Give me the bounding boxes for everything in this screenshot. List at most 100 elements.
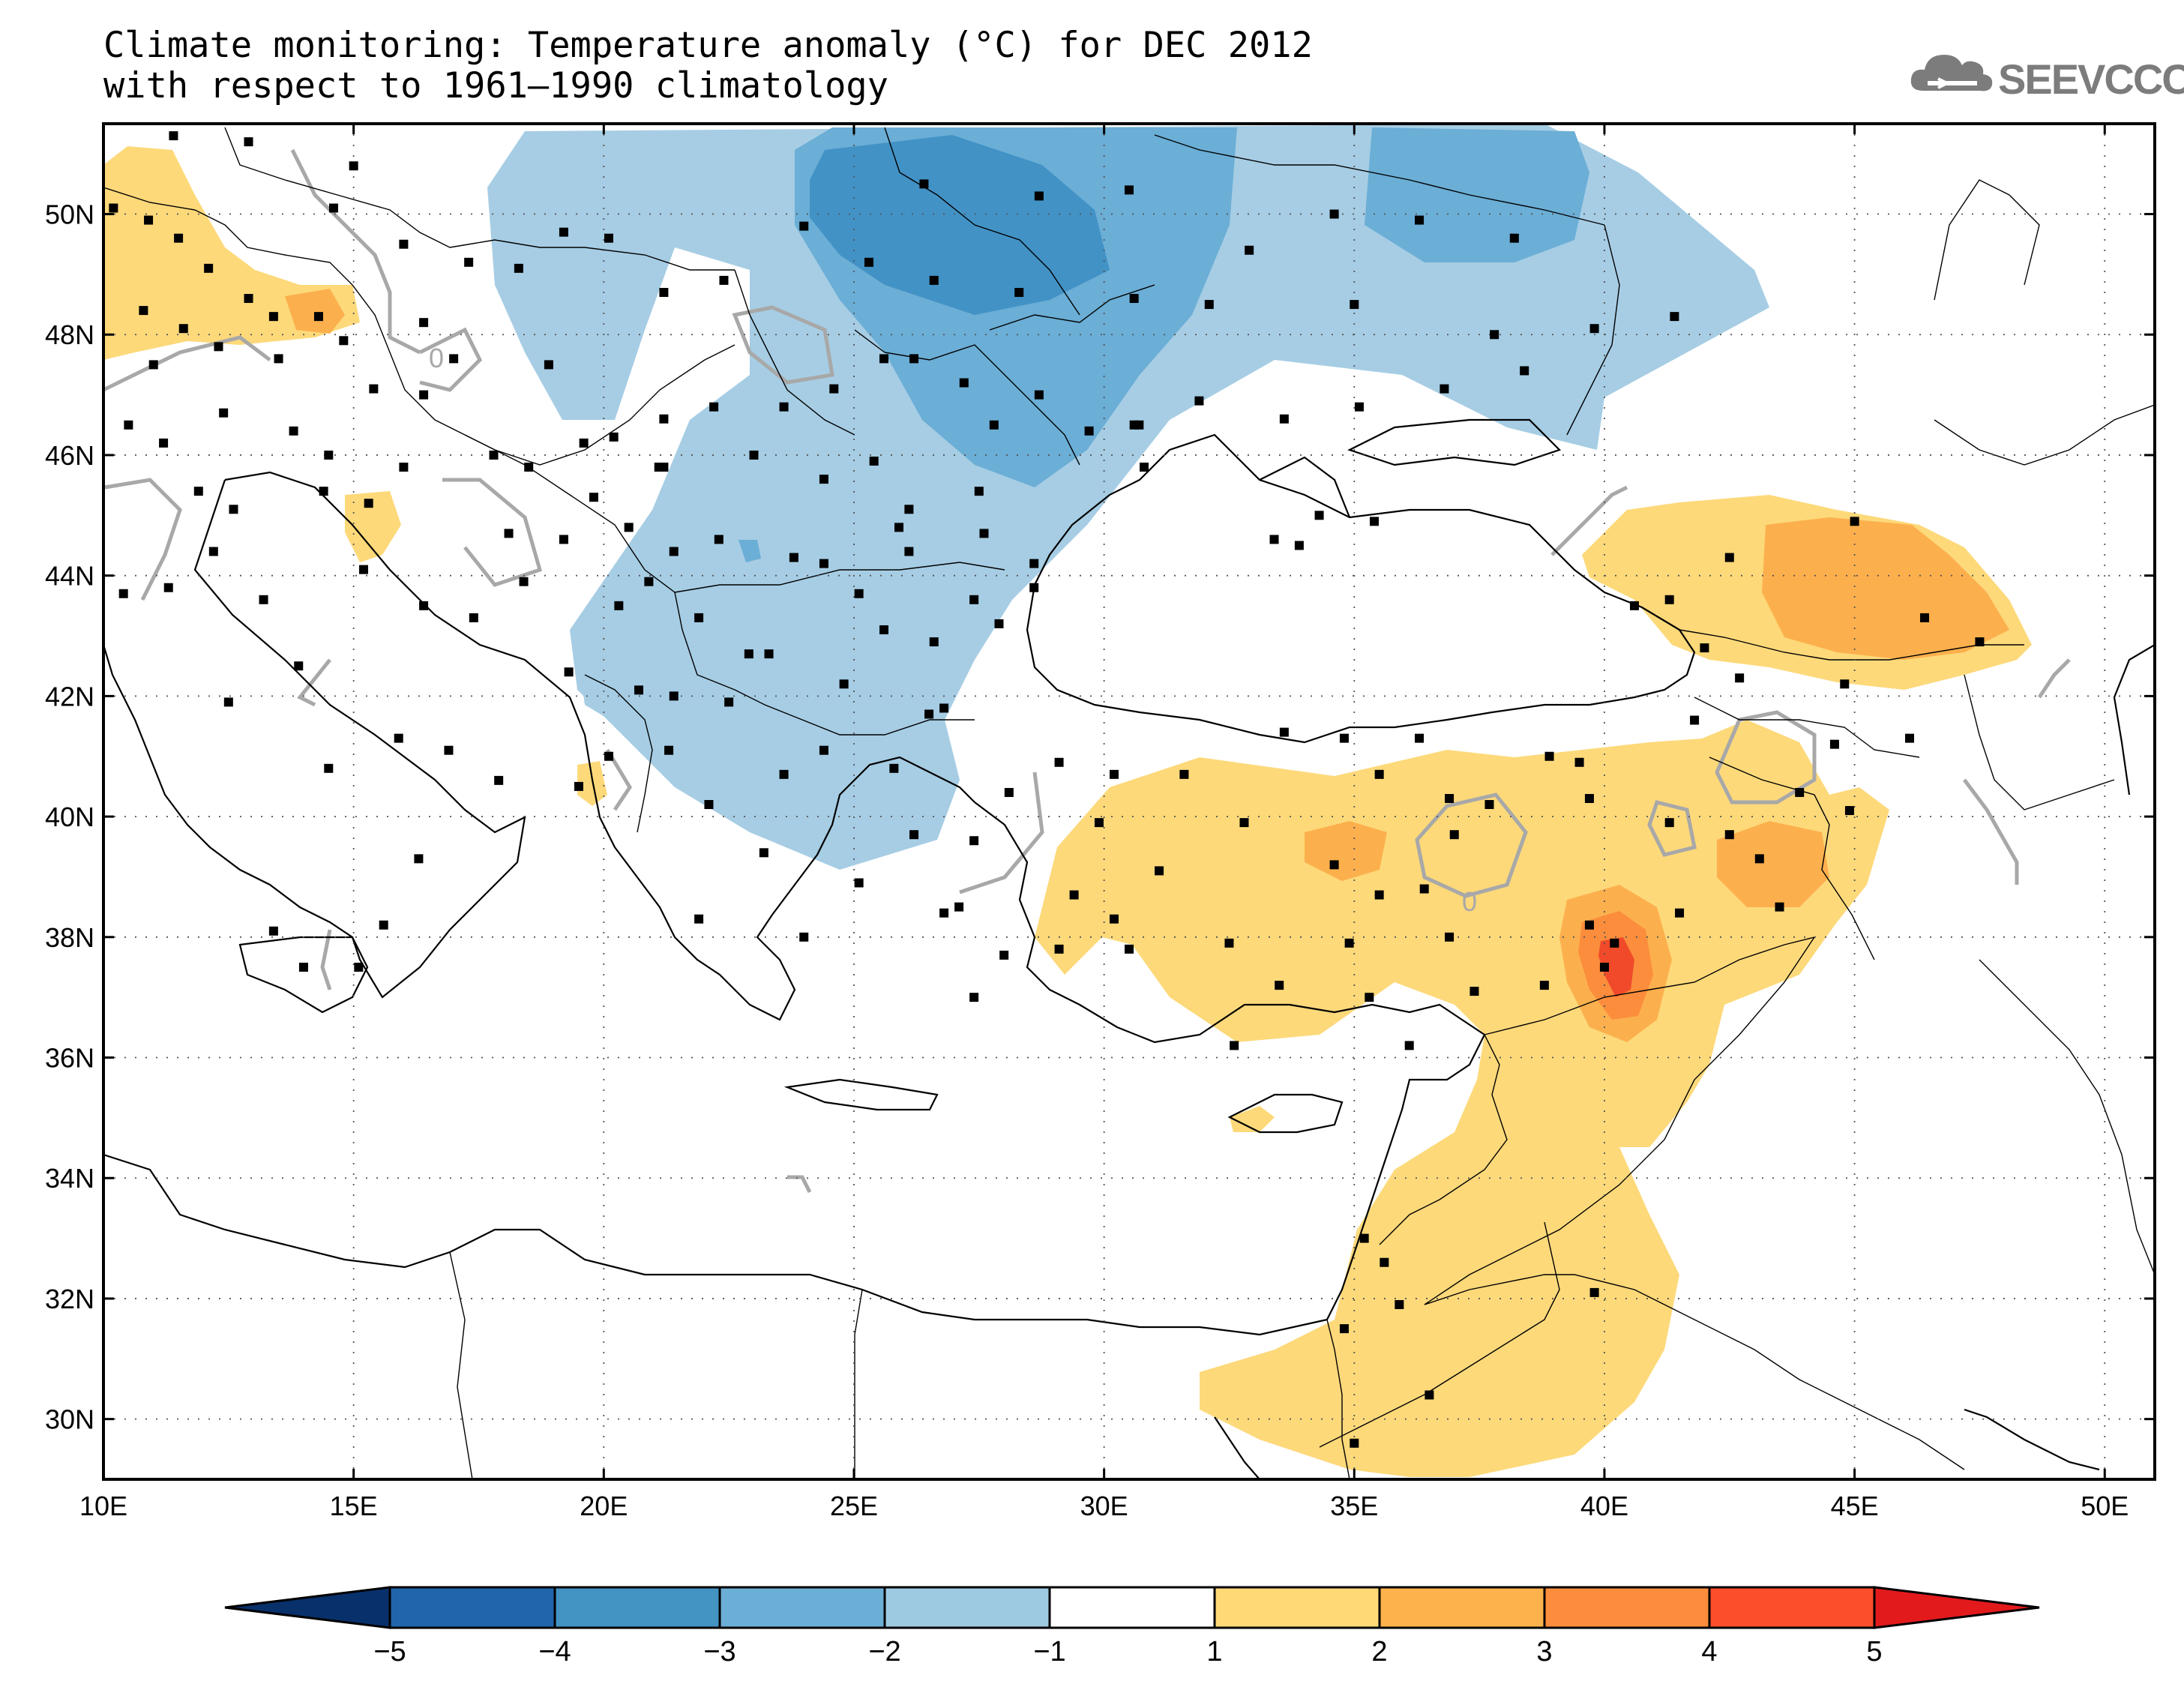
station-marker: [879, 625, 889, 634]
station-marker: [939, 908, 949, 918]
station-marker: [659, 287, 669, 297]
map-axes: 10E 15E 20E 25E 30E 35E 40E 45E 50E 30N 32N 34N 36N 3…: [45, 124, 2155, 1521]
lon-tick-label: 35E: [1330, 1491, 1378, 1521]
azov-coast: [1347, 418, 1562, 466]
station-marker: [1155, 866, 1164, 876]
border-line: [1484, 936, 1815, 1035]
border-line: [464, 344, 735, 466]
station-marker: [969, 836, 979, 846]
station-marker: [1339, 1324, 1349, 1334]
border-line: [1709, 757, 1875, 960]
station-marker: [609, 432, 619, 442]
station-marker: [1365, 993, 1374, 1002]
lat-tick-label: 50N: [45, 199, 94, 230]
border-line: [1566, 224, 1620, 436]
station-marker: [989, 420, 999, 430]
station-marker: [1275, 981, 1284, 990]
station-marker: [524, 463, 534, 472]
border-line: [989, 284, 1155, 331]
seevccc-logo: SEEVCCC: [1908, 41, 2184, 116]
station-marker: [1084, 426, 1094, 436]
station-marker: [294, 661, 304, 671]
station-marker: [489, 450, 499, 460]
colorbar-segment: [388, 1586, 556, 1629]
station-marker: [1034, 390, 1044, 400]
zero-contour-line: [320, 929, 332, 990]
station-marker: [289, 426, 298, 436]
caspian-coast: [2113, 644, 2155, 796]
station-marker: [759, 848, 768, 858]
station-marker: [94, 475, 103, 484]
station-marker: [169, 131, 178, 141]
station-marker: [1054, 944, 1064, 954]
station-marker: [244, 294, 253, 304]
lon-tick-label: 10E: [79, 1491, 127, 1521]
greece-coast: [637, 756, 975, 1021]
station-marker: [969, 595, 979, 604]
zero-contour-line: [297, 658, 331, 707]
station-marker: [159, 438, 169, 448]
station-marker: [959, 378, 969, 388]
station-marker: [634, 685, 644, 695]
station-marker: [1840, 679, 1850, 689]
map-frame: [102, 122, 2156, 1481]
station-marker: [744, 649, 753, 659]
station-marker: [1690, 715, 1700, 725]
station-marker: [1445, 793, 1455, 803]
border-line: [1979, 959, 2155, 1275]
station-marker: [324, 763, 334, 773]
station-marker: [229, 505, 238, 514]
station-marker: [1629, 601, 1639, 610]
border-line: [854, 329, 1080, 466]
station-marker: [193, 487, 203, 496]
station-marker: [1294, 541, 1304, 550]
lon-tick-label: 30E: [1080, 1491, 1128, 1521]
station-marker: [1109, 769, 1119, 779]
station-marker: [904, 547, 914, 556]
italy-coast: [103, 479, 526, 999]
station-marker: [829, 384, 839, 394]
station-marker: [939, 703, 949, 713]
station-marker: [1440, 384, 1449, 394]
station-marker: [779, 769, 789, 779]
border-line: [1319, 1221, 1560, 1448]
border-line: [103, 187, 353, 286]
station-marker: [1014, 287, 1024, 297]
anomaly-region-minus1: [487, 124, 1769, 870]
station-marker: [1675, 908, 1685, 918]
station-marker: [1380, 1257, 1389, 1267]
border-line: [1934, 404, 2155, 466]
station-marker: [208, 547, 218, 556]
station-marker: [1539, 981, 1549, 990]
border-line: [584, 674, 653, 833]
station-marker: [714, 535, 724, 544]
station-marker: [109, 203, 118, 213]
station-marker: [124, 420, 133, 430]
levant-coast: [1326, 1034, 1485, 1320]
station-marker: [1829, 739, 1839, 749]
station-marker: [1404, 1041, 1414, 1050]
station-marker: [1664, 818, 1674, 828]
border-line: [1694, 697, 1920, 758]
station-marker: [819, 745, 828, 755]
lat-tick-label: 46N: [45, 440, 94, 471]
zero-contour-line: [1550, 485, 1628, 556]
station-marker: [879, 354, 889, 364]
station-marker: [148, 360, 158, 370]
station-marker: [1279, 414, 1289, 424]
station-marker: [644, 577, 654, 586]
station-marker: [1125, 944, 1134, 954]
lat-tick-label: 38N: [45, 922, 94, 953]
station-marker: [1415, 733, 1425, 743]
colorbar-min-arrow: [224, 1586, 391, 1629]
station-marker: [1795, 787, 1805, 797]
station-marker: [1415, 215, 1425, 225]
station-marker: [1329, 209, 1339, 219]
station-marker: [1374, 890, 1384, 900]
colorbar-max-arrow: [1873, 1586, 2040, 1629]
station-marker: [1069, 890, 1079, 900]
colorbar-label: −1: [1033, 1636, 1065, 1668]
anomaly-region-plus4: [1598, 937, 1634, 997]
station-marker: [589, 493, 598, 502]
station-marker: [1354, 402, 1364, 412]
